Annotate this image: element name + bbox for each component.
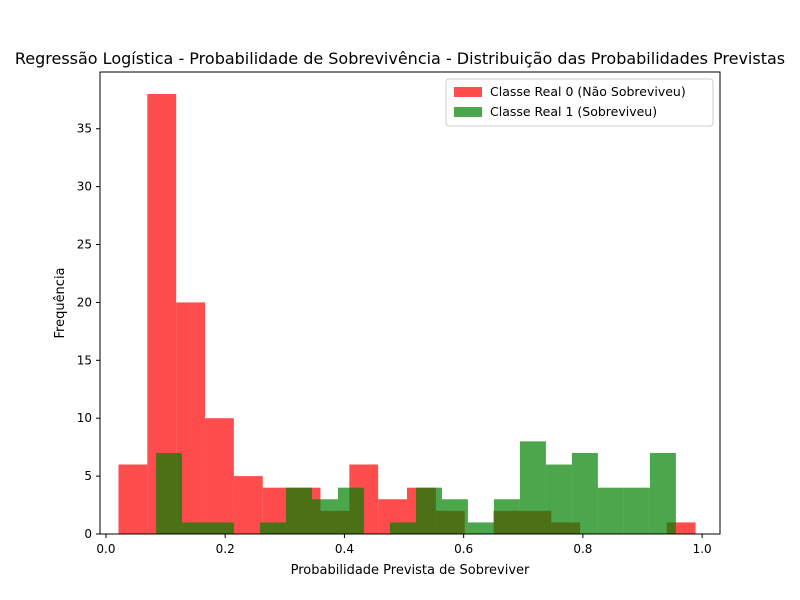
y-axis-ticks: 0 5 10 15 20 25 30 35: [77, 122, 100, 541]
hist-bar-series-1-bin-16: [571, 452, 598, 534]
x-tick-label-0: 0.0: [96, 542, 115, 556]
hist-bar-series-1-bin-5: [286, 487, 312, 534]
x-tick-label-3: 0.6: [454, 542, 473, 556]
hist-bar-series-1-bin-0: [156, 452, 183, 534]
hist-bar-series-1-bin-12: [467, 522, 494, 534]
hist-bar-series-1-bin-6: [311, 499, 338, 534]
y-tick-label-3: 15: [77, 353, 92, 367]
hist-bar-series-1-bin-1: [182, 522, 209, 534]
legend-swatch-0: [454, 87, 482, 97]
hist-bar-series-0-bin-3: [205, 418, 234, 534]
hist-bar-series-1-bin-13: [493, 499, 520, 534]
hist-bar-series-1-bin-9: [389, 522, 416, 534]
x-tick-label-1: 0.2: [216, 542, 235, 556]
hist-bar-series-1-bin-2: [208, 522, 235, 534]
plot-frame: [99, 71, 721, 535]
x-tick-label-5: 1.0: [693, 542, 712, 556]
hist-bar-series-1-bin-10: [415, 487, 442, 534]
legend-swatch-1: [454, 107, 482, 117]
y-tick-label-1: 5: [84, 469, 92, 483]
hist-bar-series-1-bin-11: [441, 499, 468, 534]
hist-bar-series-0-bin-19: [666, 522, 696, 534]
y-axis-label: Frequência: [53, 267, 68, 338]
hist-bar-series-0-bin-0: [118, 464, 148, 534]
y-tick-label-5: 25: [77, 238, 92, 252]
hist-bar-series-1-bin-14: [519, 441, 546, 534]
y-tick-label-7: 35: [77, 122, 92, 136]
hist-bar-series-1-bin-7: [337, 487, 364, 534]
y-tick-label-2: 10: [77, 411, 92, 425]
y-tick-label-4: 20: [77, 295, 92, 309]
hist-bar-series-1-bin-17: [597, 487, 624, 534]
hist-bar-series-1-bin-4: [260, 522, 286, 534]
legend: Classe Real 0 (Não Sobreviveu) Classe Rea…: [445, 78, 714, 127]
x-axis-ticks: 0.0 0.2 0.4 0.6 0.8 1.0: [96, 534, 712, 556]
legend-label-1: Classe Real 1 (Sobreviveu): [490, 104, 657, 119]
x-tick-label-4: 0.8: [573, 542, 592, 556]
chart-title: Regressão Logística - Probabilidade de S…: [15, 49, 785, 68]
legend-box: [445, 78, 714, 127]
hist-bar-series-1-bin-15: [545, 464, 572, 534]
hist-bar-series-0-bin-4: [233, 476, 263, 534]
hist-bar-series-1-bin-18: [623, 487, 650, 534]
y-tick-label-0: 0: [84, 527, 92, 541]
x-axis-label: Probabilidade Prevista de Sobreviver: [291, 563, 530, 578]
hist-bar-series-1-bin-19: [649, 452, 676, 534]
x-tick-label-2: 0.4: [335, 542, 354, 556]
bars-layer: [118, 94, 696, 534]
legend-label-0: Classe Real 0 (Não Sobreviveu): [490, 84, 686, 99]
y-tick-label-6: 30: [77, 180, 92, 194]
